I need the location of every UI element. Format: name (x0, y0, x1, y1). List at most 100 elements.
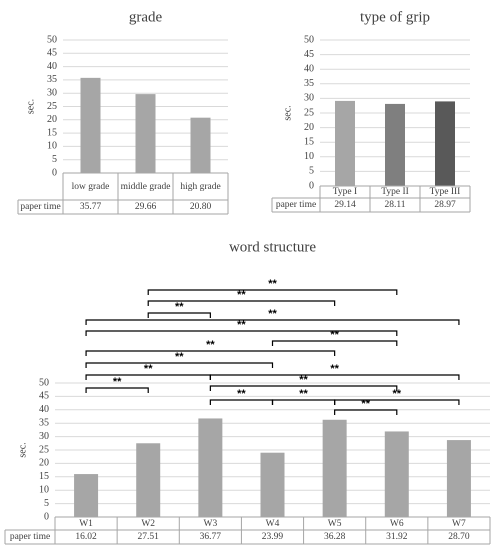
y-tick-label: 50 (39, 377, 49, 388)
x-tick-label-box: Type II (381, 187, 409, 197)
significance-bracket (334, 409, 398, 415)
significance-label: ** (113, 376, 122, 388)
significance-bracket (85, 374, 211, 380)
y-tick-label: 30 (304, 93, 314, 104)
value-label: 29.66 (134, 202, 157, 212)
x-tick-label: low grade (71, 181, 110, 192)
bar (385, 103, 405, 186)
y-axis-label: sec. (25, 99, 36, 114)
value-label: 28.70 (448, 532, 470, 542)
chart-title: grade (129, 9, 163, 25)
x-tick-label: Type III (429, 187, 461, 197)
significance-label: ** (175, 301, 184, 313)
bar (190, 117, 211, 173)
bar (80, 77, 101, 173)
y-tick-label: 20 (39, 458, 49, 469)
value-label: 36.28 (323, 532, 346, 542)
value-label: 27.51 (137, 532, 159, 542)
significance-bracket (85, 319, 460, 325)
bar (198, 418, 223, 517)
y-tick-label: 50 (47, 34, 57, 45)
row-label-box: paper time (276, 200, 316, 210)
y-tick-label: 5 (309, 166, 314, 177)
significance-label: ** (268, 308, 277, 320)
significance-bracket (147, 300, 336, 306)
value-label-box: 36.77 (200, 532, 221, 542)
y-tick-label: 35 (304, 78, 314, 89)
value-label-box: 27.51 (137, 532, 159, 542)
value-label-box: 20.80 (189, 202, 212, 212)
value-label: 20.80 (189, 202, 212, 212)
significance-bracket (85, 387, 149, 393)
significance-label: ** (330, 329, 339, 341)
bar (260, 452, 285, 517)
x-tick-label: Type II (381, 187, 409, 197)
value-label-box: 28.70 (448, 532, 470, 542)
significance-bracket (271, 340, 398, 346)
value-label-box: 29.66 (134, 202, 157, 212)
bar (136, 443, 161, 517)
value-label-box: 29.14 (334, 200, 356, 210)
y-tick-label: 10 (47, 141, 57, 152)
y-tick-label: 15 (39, 471, 49, 482)
x-tick-label-box: high grade (180, 181, 221, 192)
y-tick-label: 25 (47, 101, 57, 112)
x-tick-label-box: W4 (266, 519, 280, 529)
significance-label: ** (299, 374, 308, 386)
y-tick-label: 40 (47, 61, 57, 72)
value-label: 31.92 (386, 532, 408, 542)
value-label: 28.97 (434, 200, 456, 210)
y-tick-label: 30 (39, 431, 49, 442)
y-tick-label: 0 (44, 511, 49, 522)
y-tick-label: 45 (47, 48, 57, 59)
x-tick-label: Type I (332, 187, 358, 197)
y-tick-label: 0 (309, 180, 314, 191)
value-label-box: 36.28 (323, 532, 346, 542)
significance-bracket (147, 312, 211, 318)
y-tick-label: 5 (44, 498, 49, 509)
chart-title: word structure (229, 239, 316, 255)
bar (435, 101, 455, 186)
y-tick-label: 35 (39, 417, 49, 428)
bar (74, 474, 99, 517)
row-label: paper time (20, 202, 61, 212)
value-label-box: 35.77 (79, 202, 102, 212)
significance-bracket (85, 350, 336, 356)
significance-bracket (85, 330, 398, 336)
x-tick-label-box: W3 (203, 518, 218, 529)
x-tick-label: middle grade (120, 181, 171, 192)
value-label-box: 28.97 (434, 200, 456, 210)
x-tick-label: W2 (141, 518, 156, 529)
x-tick-label: W3 (203, 518, 218, 529)
significance-bracket (271, 399, 336, 405)
significance-bracket (209, 399, 274, 405)
x-tick-label-box: W6 (390, 519, 404, 529)
bar (384, 431, 409, 517)
x-tick-label: high grade (180, 181, 221, 192)
y-tick-label: 10 (304, 151, 314, 162)
x-tick-label-box: W7 (452, 519, 466, 529)
value-label-box: 16.02 (75, 532, 97, 542)
y-tick-label: 10 (39, 484, 49, 495)
significance-label: ** (144, 363, 153, 375)
y-tick-label: 20 (47, 114, 57, 125)
bar (135, 94, 156, 173)
y-tick-label: 40 (304, 63, 314, 74)
x-tick-label-box: low grade (71, 181, 110, 192)
x-tick-label-box: W5 (328, 519, 342, 529)
value-label: 35.77 (79, 202, 102, 212)
y-tick-label: 15 (304, 136, 314, 147)
y-axis-label: sec. (17, 442, 28, 457)
value-label: 16.02 (75, 532, 97, 542)
x-tick-label-box: Type I (332, 187, 358, 197)
significance-label: ** (330, 363, 339, 375)
bar (322, 419, 347, 517)
significance-bracket (147, 289, 398, 295)
y-tick-label: 25 (304, 107, 314, 118)
x-tick-label-box: middle grade (120, 181, 171, 192)
x-tick-label: W1 (79, 518, 93, 529)
value-label: 29.14 (334, 200, 356, 210)
x-tick-label-box: W2 (141, 518, 156, 529)
value-label-box: 23.99 (262, 532, 283, 542)
